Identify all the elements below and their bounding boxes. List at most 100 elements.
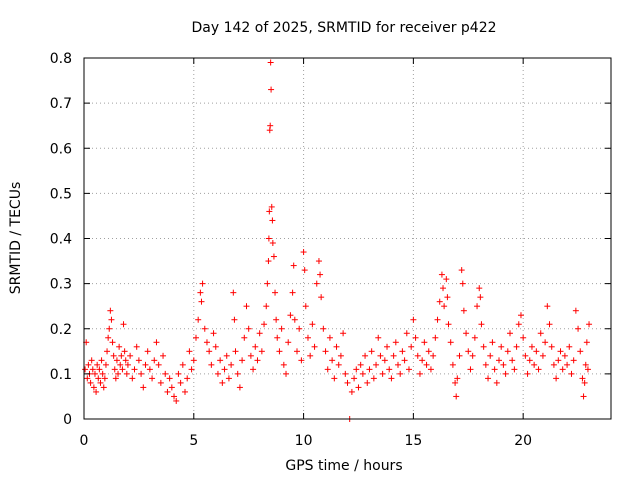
- y-tick-label: 0.4: [50, 232, 72, 248]
- data-point: [357, 361, 364, 368]
- data-point: [131, 366, 138, 373]
- data-point: [120, 321, 127, 328]
- data-point: [293, 348, 300, 355]
- data-point: [355, 384, 362, 391]
- data-point: [140, 384, 147, 391]
- data-point: [335, 361, 342, 368]
- data-point: [265, 235, 272, 242]
- data-point: [493, 379, 500, 386]
- data-point: [478, 321, 485, 328]
- data-point: [513, 343, 520, 350]
- data-point: [366, 366, 373, 373]
- data-point: [287, 312, 294, 319]
- data-point: [116, 343, 123, 350]
- data-point: [254, 357, 261, 364]
- data-point: [458, 267, 465, 274]
- data-point: [225, 375, 232, 382]
- data-point: [123, 370, 130, 377]
- data-point: [173, 397, 180, 404]
- data-point: [531, 361, 538, 368]
- data-point: [582, 361, 589, 368]
- data-point: [198, 298, 205, 305]
- data-point: [555, 357, 562, 364]
- data-point: [315, 258, 322, 265]
- data-point: [337, 352, 344, 359]
- data-point: [425, 348, 432, 355]
- data-point: [298, 357, 305, 364]
- data-point: [506, 330, 513, 337]
- data-point: [375, 334, 382, 341]
- data-point: [432, 334, 439, 341]
- data-point: [106, 325, 113, 332]
- data-point: [344, 379, 351, 386]
- data-point: [453, 393, 460, 400]
- data-point: [515, 321, 522, 328]
- data-point: [487, 352, 494, 359]
- data-point: [326, 334, 333, 341]
- data-point: [234, 370, 241, 377]
- data-point: [401, 357, 408, 364]
- data-point: [115, 370, 122, 377]
- data-point: [539, 352, 546, 359]
- data-point: [232, 348, 239, 355]
- data-point: [463, 330, 470, 337]
- data-point: [520, 334, 527, 341]
- data-point: [454, 375, 461, 382]
- data-point: [182, 388, 189, 395]
- data-point: [250, 366, 257, 373]
- data-point: [364, 379, 371, 386]
- y-axis-ticks: 0 0.1 0.2 0.3 0.4 0.5 0.6 0.7 0.8: [50, 51, 611, 428]
- data-point: [179, 361, 186, 368]
- data-point: [188, 366, 195, 373]
- data-point: [107, 307, 114, 314]
- data-point: [397, 370, 404, 377]
- y-tick-label: 0.5: [50, 186, 72, 202]
- data-point: [164, 388, 171, 395]
- data-point: [201, 325, 208, 332]
- data-point: [474, 303, 481, 310]
- data-point: [561, 352, 568, 359]
- data-point: [384, 343, 391, 350]
- data-point: [301, 267, 308, 274]
- data-point: [318, 294, 325, 301]
- data-point: [511, 366, 518, 373]
- data-point: [491, 366, 498, 373]
- data-point: [91, 370, 98, 377]
- data-point: [95, 375, 102, 382]
- data-point: [118, 352, 125, 359]
- data-point: [546, 321, 553, 328]
- data-point: [285, 339, 292, 346]
- data-point: [243, 303, 250, 310]
- data-point: [124, 361, 131, 368]
- data-point: [568, 370, 575, 377]
- data-point: [84, 375, 91, 382]
- data-point: [231, 316, 238, 323]
- data-point: [146, 366, 153, 373]
- data-point: [320, 325, 327, 332]
- data-point: [311, 343, 318, 350]
- data-point: [412, 334, 419, 341]
- data-point: [283, 370, 290, 377]
- data-point: [309, 321, 316, 328]
- y-tick-label: 0.6: [50, 141, 72, 157]
- data-point: [408, 343, 415, 350]
- data-point: [269, 240, 276, 247]
- data-point: [421, 339, 428, 346]
- data-point: [99, 370, 106, 377]
- data-point: [263, 303, 270, 310]
- data-point: [572, 307, 579, 314]
- x-axis-label: GPS time / hours: [285, 458, 402, 474]
- data-point: [517, 312, 524, 319]
- data-point: [192, 334, 199, 341]
- data-point: [377, 352, 384, 359]
- data-point: [105, 334, 112, 341]
- data-point: [160, 352, 167, 359]
- data-point: [351, 375, 358, 382]
- data-point: [581, 379, 588, 386]
- data-point: [399, 348, 406, 355]
- data-point: [236, 384, 243, 391]
- data-point: [109, 339, 116, 346]
- x-tick-label: 20: [514, 433, 532, 449]
- data-point: [395, 361, 402, 368]
- data-point: [449, 361, 456, 368]
